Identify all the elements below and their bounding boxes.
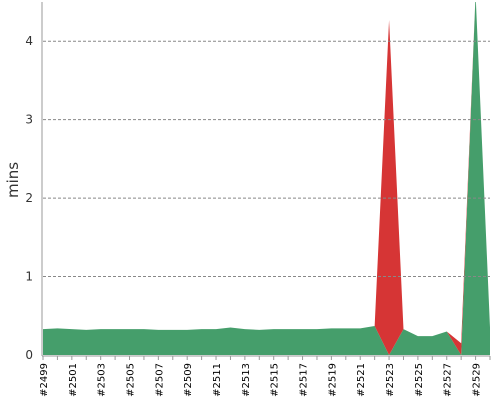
x-tick-label: #2511 bbox=[212, 363, 223, 397]
x-tick-label: #2525 bbox=[414, 363, 425, 397]
x-tick-label: #2519 bbox=[327, 363, 338, 397]
y-tick-label: 0 bbox=[25, 348, 33, 362]
x-tick-label: #2529 bbox=[472, 363, 483, 397]
area bbox=[43, 2, 490, 355]
x-tick-label: #2503 bbox=[97, 363, 108, 397]
x-tick-label: #2499 bbox=[39, 363, 50, 397]
x-tick-label: #2501 bbox=[68, 363, 79, 397]
x-tick-label: #2505 bbox=[126, 363, 137, 397]
x-tick-label: #2523 bbox=[385, 363, 396, 397]
x-tick-label: #2527 bbox=[443, 363, 454, 397]
x-tick-label: #2521 bbox=[356, 363, 367, 397]
y-tick-label: 3 bbox=[25, 113, 33, 127]
y-axis-label: mins bbox=[4, 162, 22, 198]
x-tick-label: #2517 bbox=[299, 363, 310, 397]
x-tick-label: #2509 bbox=[183, 363, 194, 397]
x-tick-label: #2513 bbox=[241, 363, 252, 397]
y-tick-label: 2 bbox=[25, 191, 33, 205]
y-tick-label: 4 bbox=[25, 34, 33, 48]
area bbox=[43, 2, 490, 355]
x-tick-label: #2507 bbox=[154, 363, 165, 397]
x-tick-label: #2515 bbox=[270, 363, 281, 397]
plot-area bbox=[43, 2, 490, 355]
y-tick-label: 1 bbox=[25, 270, 33, 284]
